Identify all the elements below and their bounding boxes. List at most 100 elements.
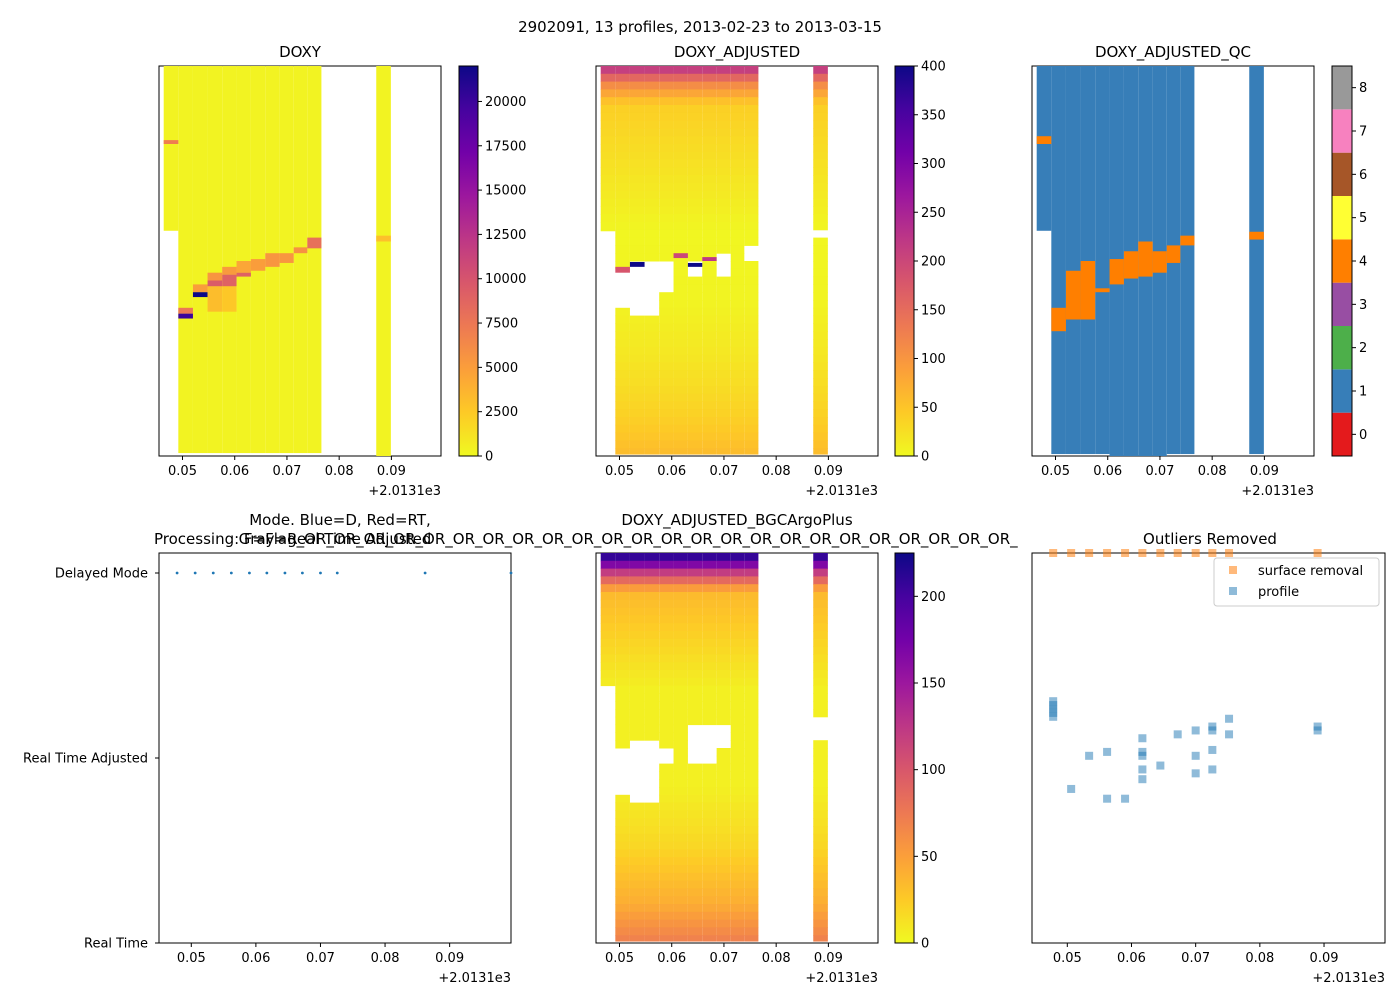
profile-cell	[716, 911, 731, 921]
profile-cell	[716, 300, 731, 309]
profile-cell	[615, 670, 630, 679]
profile-cell	[716, 888, 731, 897]
colorbar-segment	[1332, 239, 1352, 283]
profile-cell	[813, 424, 828, 434]
profile-cell	[687, 560, 703, 570]
profile-cell	[673, 904, 688, 913]
profile-cell	[716, 685, 731, 694]
profile-cell	[629, 440, 645, 449]
profile-cell	[813, 393, 828, 402]
profile-cell	[644, 646, 660, 655]
profile-cell	[702, 112, 717, 122]
profile-cell	[659, 935, 674, 942]
profile-cell	[744, 198, 759, 207]
profile-cell	[813, 802, 828, 811]
profile-cell	[702, 261, 717, 270]
profile-cell	[600, 120, 616, 129]
profile-cell	[702, 237, 717, 246]
profile-cell	[659, 599, 674, 609]
profile-cell	[644, 401, 660, 410]
profile-cell	[629, 214, 645, 223]
profile-marker	[1067, 784, 1076, 793]
profile-cell	[644, 826, 660, 835]
colorbar-tick-label: 0	[485, 450, 493, 465]
profile-cell	[673, 393, 688, 402]
profile-cell	[629, 584, 645, 593]
colorbar-tick-label: 300	[921, 157, 946, 172]
x-offset-label: +2.0131e3	[805, 484, 878, 499]
profile-cell	[659, 724, 674, 733]
profile-cell	[600, 638, 616, 648]
profile-cell	[673, 346, 688, 356]
profile-cell	[615, 261, 630, 270]
profile-cell	[687, 919, 703, 928]
profile-cell	[644, 709, 660, 718]
profile-cell	[730, 409, 745, 418]
x-tick-label: 0.08	[1245, 951, 1274, 966]
profile-cell	[744, 810, 759, 819]
y-category-label: Real Time	[84, 937, 148, 952]
profile-cell	[615, 183, 630, 192]
profile-cell	[673, 448, 688, 455]
profile-cell	[730, 175, 745, 184]
profile-cell	[730, 623, 745, 632]
profile-column	[178, 66, 193, 454]
profile-cell	[629, 378, 645, 387]
profile-cell	[673, 709, 688, 718]
profile-cell	[813, 105, 828, 114]
colorbar-tick-label: 2500	[485, 405, 518, 420]
profile-cell	[644, 935, 660, 942]
profile-marker	[1208, 726, 1217, 735]
x-offset-label: +2.0131e3	[438, 971, 511, 986]
profile-cell	[813, 670, 828, 679]
profile-cell	[730, 841, 745, 850]
profile-cell	[813, 175, 828, 184]
profile-cell	[716, 584, 731, 593]
profile-cell	[702, 245, 717, 254]
profile-cell	[813, 440, 828, 449]
profile-cell	[673, 331, 688, 340]
profile-cell	[813, 354, 828, 363]
profile-cell	[813, 237, 828, 246]
profile-cell	[744, 849, 759, 858]
profile-cell	[730, 771, 745, 780]
profile-cell	[702, 307, 717, 317]
profile-cell	[687, 284, 703, 293]
profile-cell	[629, 331, 645, 340]
legend-box	[1213, 557, 1380, 607]
profile-cell	[702, 919, 717, 928]
profile-cell	[629, 662, 645, 671]
profile-cell	[615, 105, 630, 114]
profile-cell	[615, 362, 630, 371]
profile-cell	[673, 362, 688, 371]
profile-cell	[702, 904, 717, 913]
profile-cell	[730, 401, 745, 410]
profile-cell	[744, 331, 759, 340]
mode-point	[229, 571, 233, 575]
profile-cell	[644, 576, 660, 585]
profile-cell	[673, 89, 688, 98]
profile-cell	[673, 607, 688, 616]
x-tick-label: 0.05	[177, 951, 206, 966]
profile-cell	[659, 685, 674, 694]
profile-cell	[644, 167, 660, 176]
profile-cell	[716, 802, 731, 811]
profile-cell	[673, 261, 688, 270]
profile-cell	[615, 794, 630, 804]
profile-cell	[615, 631, 630, 640]
profile-cell	[730, 787, 745, 796]
anomaly-cell	[615, 266, 630, 273]
profile-cell	[813, 623, 828, 632]
profile-cell	[716, 97, 731, 106]
profile-cell	[716, 670, 731, 679]
profile-cell	[813, 631, 828, 640]
profile-cell	[673, 323, 688, 332]
x-tick-label: 0.06	[657, 464, 686, 479]
profile-cell	[744, 120, 759, 129]
profile-cell	[644, 346, 660, 356]
profile-cell	[673, 911, 688, 921]
profile-cell	[813, 73, 828, 83]
profile-cell	[600, 222, 616, 231]
profile-cell	[600, 576, 616, 585]
profile-cell	[744, 592, 759, 601]
